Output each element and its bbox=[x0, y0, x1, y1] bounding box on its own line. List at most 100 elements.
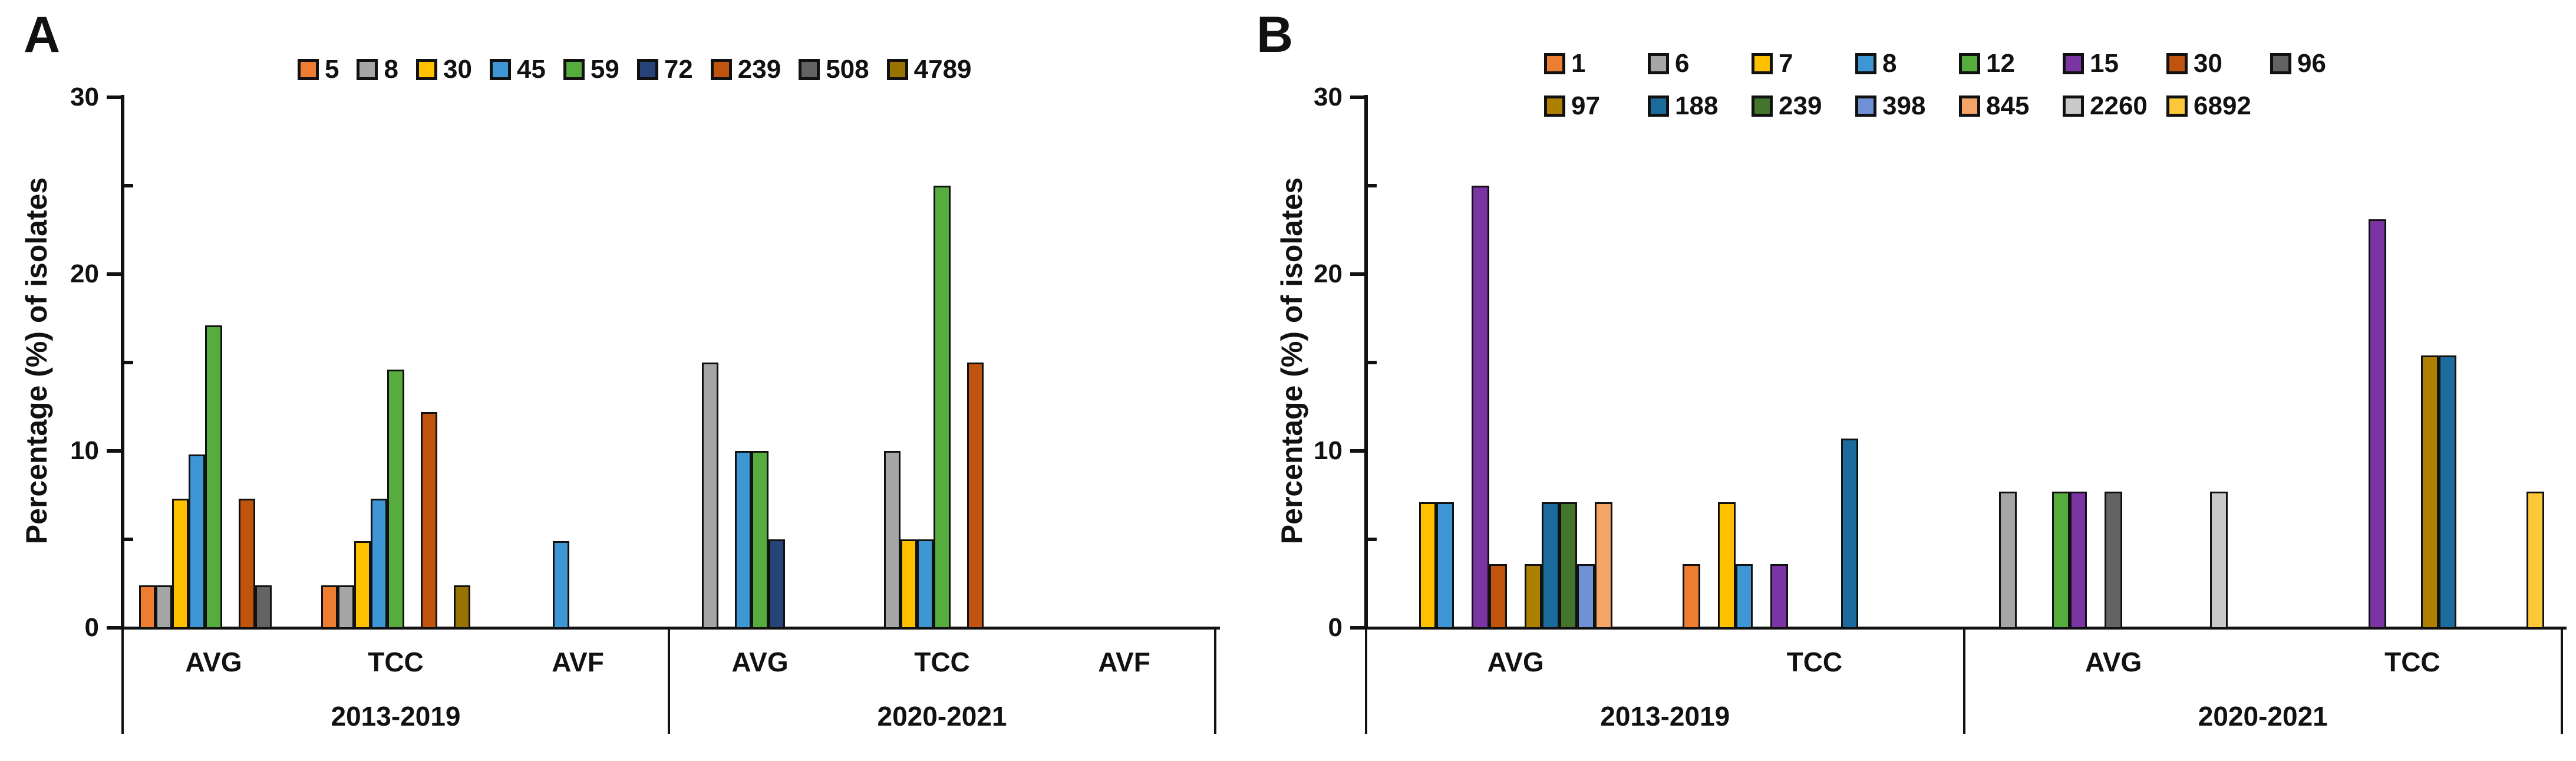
year-group-label: 2020-2021 bbox=[877, 701, 1007, 732]
y-axis-major-tick bbox=[1350, 449, 1365, 453]
y-axis-major-tick bbox=[107, 95, 122, 99]
category-label-avf: AVF bbox=[552, 647, 604, 677]
legend-label: 8 bbox=[1882, 49, 1897, 78]
legend-label: 398 bbox=[1882, 91, 1926, 120]
bar-st15-tcc bbox=[1770, 564, 1789, 629]
y-axis-tick-label: 0 bbox=[1328, 613, 1343, 642]
legend-item-st5: 5 bbox=[298, 57, 339, 83]
bar-st59-avg bbox=[205, 325, 222, 629]
bar-st15-avg bbox=[1472, 186, 1489, 629]
x-axis-line bbox=[1366, 627, 2567, 630]
year-group-separator bbox=[121, 628, 124, 734]
bar-st96-avg bbox=[2105, 492, 2123, 629]
legend-item-st508: 508 bbox=[799, 57, 869, 83]
bar-st59-avg bbox=[751, 451, 768, 629]
category-label-tcc: TCC bbox=[2384, 647, 2440, 677]
bar-st30-avg bbox=[1489, 564, 1507, 629]
bar-st8-avg bbox=[702, 363, 719, 629]
legend-item-st398: 398 bbox=[1855, 93, 1925, 119]
bar-st239-avg bbox=[1559, 502, 1578, 629]
legend-swatch-icon bbox=[636, 59, 658, 80]
year-group-label: 2013-2019 bbox=[1600, 701, 1730, 732]
bar-st15-avg bbox=[2069, 492, 2087, 629]
legend-swatch-icon bbox=[489, 59, 511, 80]
bar-st45-avg bbox=[735, 451, 752, 629]
legend-label: 15 bbox=[2090, 49, 2119, 78]
y-axis-minor-tick bbox=[124, 538, 133, 541]
x-axis-line bbox=[123, 627, 1220, 630]
bar-st97-avg bbox=[1524, 564, 1542, 629]
legend-label: 1 bbox=[1571, 49, 1586, 78]
legend-item-st12: 12 bbox=[1959, 51, 2015, 77]
legend: 5 8 30 45 59 72 239 508 4789 bbox=[298, 57, 972, 83]
bar-st15-tcc bbox=[2368, 219, 2386, 629]
bar-st59-tcc bbox=[387, 370, 404, 629]
y-axis-line bbox=[1364, 95, 1368, 629]
legend-item-st45: 45 bbox=[489, 57, 546, 83]
legend-label: 6892 bbox=[2194, 91, 2251, 120]
bar-st30-avg bbox=[172, 499, 189, 629]
bar-st6-avg bbox=[1999, 492, 2017, 629]
y-axis-major-tick bbox=[107, 272, 122, 276]
legend-item-st96: 96 bbox=[2270, 51, 2326, 77]
y-axis-tick-label: 30 bbox=[70, 83, 99, 111]
bar-st59-tcc bbox=[934, 186, 951, 629]
bar-st1-tcc bbox=[1683, 564, 1700, 629]
legend-swatch-icon bbox=[1544, 53, 1565, 74]
bar-st508-avg bbox=[255, 585, 272, 629]
bar-st8-avg bbox=[1436, 502, 1454, 629]
year-group-separator bbox=[668, 628, 670, 734]
y-axis-tick-label: 10 bbox=[1314, 436, 1343, 465]
y-axis-major-tick bbox=[1350, 626, 1365, 630]
year-group-separator bbox=[2561, 628, 2563, 734]
legend-label: 97 bbox=[1571, 91, 1600, 120]
bar-st45-tcc bbox=[371, 499, 388, 629]
panel-letter-a: A bbox=[24, 6, 61, 63]
y-axis-major-tick bbox=[1350, 272, 1365, 276]
legend-swatch-icon bbox=[1648, 53, 1669, 74]
legend-label: 6 bbox=[1675, 49, 1690, 78]
legend-item-st239: 239 bbox=[1752, 93, 1822, 119]
bar-st72-avg bbox=[768, 539, 785, 629]
y-axis-minor-tick bbox=[1368, 361, 1377, 364]
legend-item-st30: 30 bbox=[2166, 51, 2222, 77]
legend-label: 12 bbox=[1986, 49, 2015, 78]
legend-item-st97: 97 bbox=[1544, 93, 1600, 119]
bar-st45-avf bbox=[553, 541, 570, 629]
legend-swatch-icon bbox=[1752, 53, 1773, 74]
category-label-avf: AVF bbox=[1098, 647, 1150, 677]
legend-item-st72: 72 bbox=[636, 57, 693, 83]
y-axis-tick-label: 0 bbox=[84, 613, 99, 642]
legend-swatch-icon bbox=[1648, 95, 1669, 117]
y-axis-line bbox=[121, 95, 124, 629]
legend-item-st8: 8 bbox=[1855, 51, 1896, 77]
year-group-label: 2013-2019 bbox=[331, 701, 461, 732]
bar-st8-avg bbox=[156, 585, 173, 629]
bar-st12-avg bbox=[2051, 492, 2070, 629]
bar-st8-tcc bbox=[884, 451, 901, 629]
category-label-tcc: TCC bbox=[368, 647, 424, 677]
legend-swatch-icon bbox=[2270, 53, 2291, 74]
bar-st6892-tcc bbox=[2526, 492, 2545, 629]
legend-item-st845: 845 bbox=[1959, 93, 2029, 119]
y-axis-tick-label: 20 bbox=[1314, 259, 1343, 288]
bar-st239-tcc bbox=[420, 412, 437, 629]
bar-st8-tcc bbox=[338, 585, 355, 629]
y-axis-minor-tick bbox=[124, 361, 133, 364]
legend-swatch-icon bbox=[2063, 53, 2084, 74]
bar-st7-avg bbox=[1419, 502, 1437, 629]
legend-swatch-icon bbox=[799, 59, 820, 80]
legend-swatch-icon bbox=[1959, 53, 1980, 74]
legend-swatch-icon bbox=[1855, 53, 1876, 74]
y-axis-title: Percentage (%) of isolates bbox=[1275, 177, 1308, 545]
legend-swatch-icon bbox=[563, 59, 585, 80]
legend-item-st188: 188 bbox=[1648, 93, 1718, 119]
bar-st4789-tcc bbox=[453, 585, 470, 629]
bar-st97-tcc bbox=[2421, 355, 2439, 629]
legend-swatch-icon bbox=[1752, 95, 1773, 117]
legend-item-st59: 59 bbox=[563, 57, 619, 83]
y-axis-major-tick bbox=[1350, 95, 1365, 99]
legend-swatch-icon bbox=[357, 59, 378, 80]
bar-st7-tcc bbox=[1717, 502, 1736, 629]
y-axis-major-tick bbox=[107, 449, 122, 453]
